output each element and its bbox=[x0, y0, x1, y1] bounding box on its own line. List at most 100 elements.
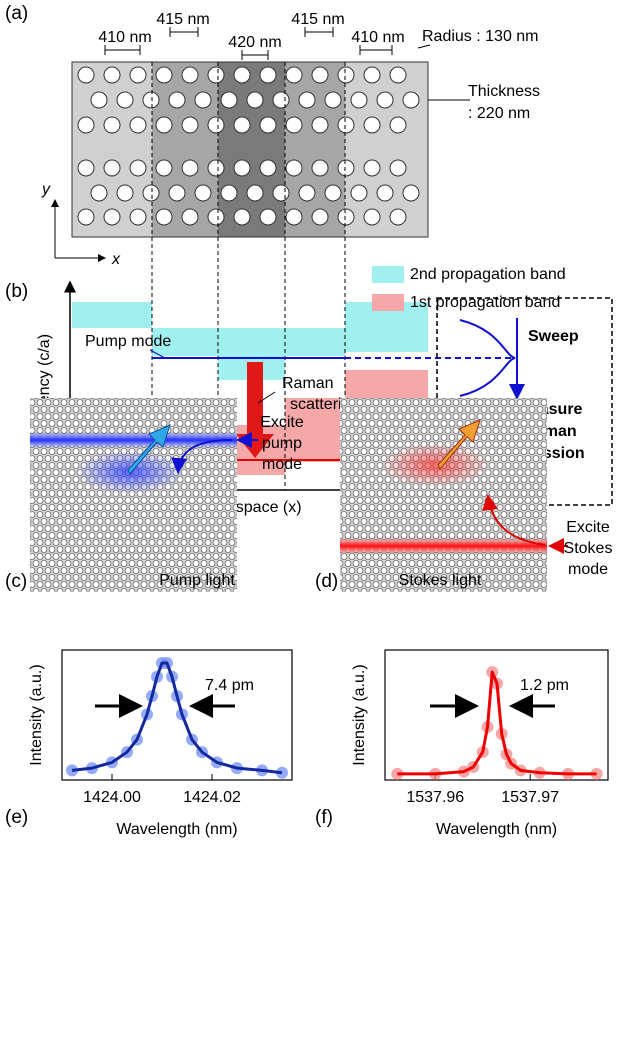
air-hole bbox=[286, 117, 302, 133]
air-hole bbox=[104, 209, 120, 225]
air-hole bbox=[234, 67, 250, 83]
air-hole bbox=[234, 117, 250, 133]
air-hole bbox=[143, 92, 159, 108]
sweep-label: Sweep bbox=[528, 328, 579, 345]
thickness-label: : 220 nm bbox=[468, 105, 530, 122]
air-hole bbox=[377, 92, 393, 108]
excite-label: mode bbox=[568, 561, 608, 578]
air-hole bbox=[299, 185, 315, 201]
air-hole bbox=[78, 117, 94, 133]
air-hole bbox=[325, 92, 341, 108]
air-hole bbox=[403, 185, 419, 201]
air-hole bbox=[104, 117, 120, 133]
period-label: 410 nm bbox=[351, 29, 404, 46]
air-hole bbox=[312, 209, 328, 225]
band-2nd bbox=[152, 328, 345, 356]
panel-label: (f) bbox=[315, 807, 333, 828]
panel-title: Stokes light bbox=[399, 572, 482, 589]
air-hole bbox=[169, 185, 185, 201]
band-2nd bbox=[72, 302, 152, 328]
x-tick-label: 1537.97 bbox=[501, 789, 559, 806]
axis-title: Wavelength (nm) bbox=[116, 821, 237, 838]
panel-label: (b) bbox=[5, 281, 28, 302]
x-tick-label: 1537.96 bbox=[406, 789, 464, 806]
period-label: 415 nm bbox=[291, 11, 344, 28]
air-hole bbox=[260, 67, 276, 83]
air-hole bbox=[299, 92, 315, 108]
air-hole bbox=[195, 185, 211, 201]
air-hole bbox=[130, 67, 146, 83]
air-hole bbox=[104, 67, 120, 83]
radius-label: Radius : 130 nm bbox=[422, 28, 539, 45]
air-hole bbox=[390, 160, 406, 176]
axis-letter: y bbox=[41, 181, 51, 198]
air-hole bbox=[390, 209, 406, 225]
x-tick-label: 1424.00 bbox=[83, 789, 141, 806]
air-hole bbox=[312, 67, 328, 83]
x-tick-label: 1424.02 bbox=[183, 789, 241, 806]
excite-label: Stokes bbox=[564, 540, 613, 557]
panel-label: (c) bbox=[5, 571, 27, 592]
panel-label: (a) bbox=[5, 3, 28, 24]
axis-title: Wavelength (nm) bbox=[436, 821, 557, 838]
axis-letter: x bbox=[111, 251, 121, 268]
air-hole bbox=[273, 185, 289, 201]
air-hole bbox=[169, 92, 185, 108]
figure: (a)(b)(c)(d)(e)(f)410 nm415 nm420 nm415 … bbox=[0, 0, 636, 1045]
air-hole bbox=[390, 117, 406, 133]
mode-glow bbox=[340, 538, 547, 554]
slab-region bbox=[345, 62, 428, 237]
air-hole bbox=[364, 67, 380, 83]
legend-swatch bbox=[372, 294, 404, 311]
leader bbox=[418, 45, 430, 48]
air-hole bbox=[130, 160, 146, 176]
air-hole bbox=[286, 209, 302, 225]
axis-title: Intensity (a.u.) bbox=[351, 664, 368, 765]
air-hole bbox=[390, 67, 406, 83]
air-hole bbox=[130, 117, 146, 133]
panel-title: Pump light bbox=[159, 572, 235, 589]
air-hole bbox=[338, 160, 354, 176]
air-hole bbox=[325, 185, 341, 201]
air-hole bbox=[91, 185, 107, 201]
linewidth-label: 1.2 pm bbox=[520, 677, 569, 694]
air-hole bbox=[182, 160, 198, 176]
air-hole bbox=[286, 67, 302, 83]
air-hole bbox=[208, 67, 224, 83]
air-hole bbox=[182, 117, 198, 133]
air-hole bbox=[143, 185, 159, 201]
air-hole bbox=[208, 117, 224, 133]
legend-label: 2nd propagation band bbox=[410, 266, 566, 283]
air-hole bbox=[364, 117, 380, 133]
mode-glow bbox=[30, 432, 237, 448]
excite-label: Excite bbox=[260, 414, 304, 431]
air-hole bbox=[351, 185, 367, 201]
air-hole bbox=[286, 160, 302, 176]
air-hole bbox=[156, 117, 172, 133]
photonic-crystal bbox=[340, 398, 547, 592]
raman-label: Raman bbox=[282, 375, 334, 392]
air-hole bbox=[260, 209, 276, 225]
air-hole bbox=[117, 92, 133, 108]
air-hole bbox=[78, 209, 94, 225]
air-hole bbox=[312, 117, 328, 133]
cavity-mode bbox=[380, 443, 490, 487]
air-hole bbox=[117, 185, 133, 201]
linewidth-label: 7.4 pm bbox=[205, 677, 254, 694]
air-hole bbox=[208, 160, 224, 176]
legend-label: 1st propagation band bbox=[410, 294, 560, 311]
slab-region bbox=[218, 62, 285, 237]
air-hole bbox=[182, 67, 198, 83]
air-hole bbox=[156, 67, 172, 83]
air-hole bbox=[104, 160, 120, 176]
air-hole bbox=[260, 160, 276, 176]
thickness-label: Thickness bbox=[468, 83, 540, 100]
air-hole bbox=[364, 160, 380, 176]
air-hole bbox=[273, 92, 289, 108]
panel-label: (e) bbox=[5, 807, 28, 828]
air-hole bbox=[221, 185, 237, 201]
air-hole bbox=[182, 209, 198, 225]
air-hole bbox=[234, 209, 250, 225]
air-hole bbox=[78, 160, 94, 176]
air-hole bbox=[156, 160, 172, 176]
